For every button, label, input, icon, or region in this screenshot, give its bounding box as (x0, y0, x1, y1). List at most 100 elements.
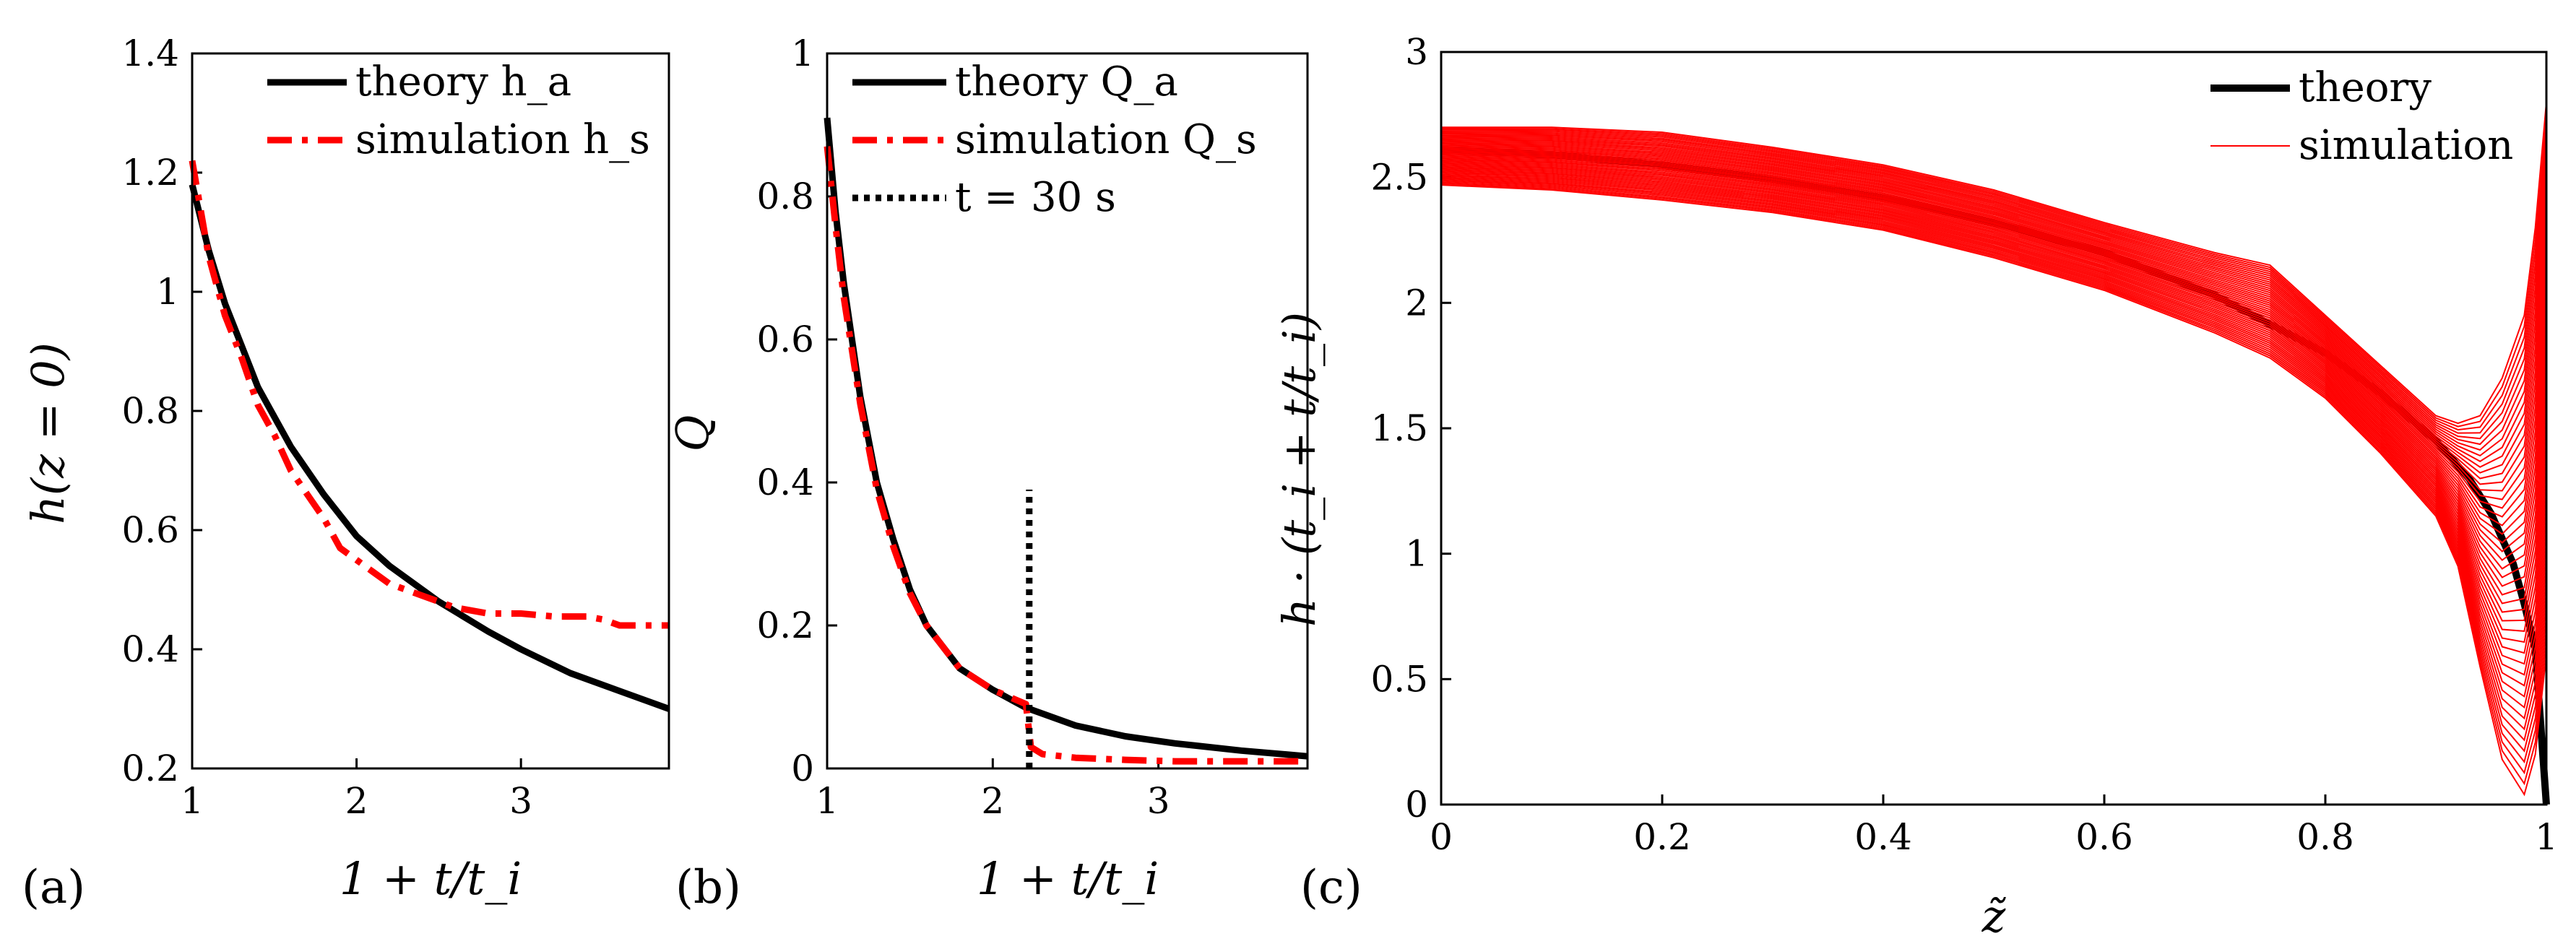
x-tick-label: 0.8 (2296, 816, 2354, 858)
y-tick-label: 0.5 (1370, 658, 1428, 700)
x-tick-label: 1 (816, 780, 839, 822)
simulation-curve (1440, 143, 2547, 492)
panel-a-label: (a) (22, 861, 85, 914)
x-tick-label: 2 (981, 780, 1004, 822)
simulation-curve (1440, 173, 2547, 709)
simulation-curve (1440, 175, 2547, 720)
simulation-curve (1440, 181, 2547, 775)
simulation-curve (1440, 127, 2547, 431)
panel-a-plot-area: 1 2 3 0.2 0.4 0.6 0.8 1 1.2 1.4 theory h_a simulati… (121, 32, 670, 822)
y-tick-label: 0.8 (756, 176, 814, 217)
legend-label: theory Q_a (955, 58, 1178, 105)
simulation-curve (1440, 159, 2547, 596)
y-tick-label: 2.5 (1370, 157, 1428, 199)
simulation-curve (1440, 134, 2547, 451)
y-tick-label: 0.8 (121, 390, 179, 432)
y-tick-label: 1.4 (121, 32, 179, 74)
simulation-curve (1440, 142, 2547, 485)
panel-c-xlabel: z̃ (1981, 890, 2007, 936)
y-tick-label: 1.2 (121, 152, 179, 194)
panel-c-plot-area: 0 0.2 0.4 0.6 0.8 1 0 0.5 1 1.5 2 2.5 3 theory simulat… (1370, 31, 2557, 858)
simulation-curve (1440, 136, 2547, 462)
panel-b-ylabel: Q (666, 415, 719, 452)
panel-c-ylabel: h · (t_i + t/t_i) (1273, 312, 1326, 627)
y-tick-label: 0.6 (121, 509, 179, 551)
x-tick-label: 1 (2535, 816, 2558, 858)
legend-label: simulation Q_s (955, 116, 1257, 163)
simulation-curve (1440, 183, 2547, 786)
panel-c-frame (1440, 51, 2548, 806)
y-tick-label: 3 (1405, 31, 1428, 73)
simulation-curve (1440, 150, 2547, 535)
simulation-curve (1440, 167, 2547, 654)
legend-label: simulation h_s (355, 116, 650, 163)
panel-b-xlabel: 1 + t/t_i (977, 852, 1159, 905)
simulation-curve (1440, 172, 2547, 698)
series-line-1 (189, 160, 669, 629)
simulation-curve (1440, 164, 2547, 632)
simulation-curve (1440, 131, 2547, 440)
panel-b-frame (826, 52, 1309, 770)
simulation-curve (1440, 144, 2547, 500)
panel-a-xlabel: 1 + t/t_i (340, 852, 522, 905)
legend-label: theory h_a (355, 58, 571, 105)
simulation-curve (1440, 151, 2547, 544)
simulation-curve (1440, 157, 2547, 578)
y-tick-label: 1 (1405, 533, 1428, 575)
panel-c: h · (t_i + t/t_i) 0 0.2 0.4 0.6 0.8 1 0 0.5 1 1.5… (1273, 31, 2558, 936)
x-tick-label: 0.2 (1633, 816, 1691, 858)
simulation-curve (1440, 139, 2547, 474)
y-tick-label: 1 (156, 271, 179, 313)
legend-label: theory (2299, 64, 2432, 111)
simulation-curve (1440, 168, 2547, 665)
simulation-curve (1440, 130, 2547, 434)
simulation-curve (1440, 160, 2547, 604)
x-tick-label: 2 (345, 780, 368, 822)
panel-b-label: (b) (675, 861, 741, 914)
simulation-curve (1440, 170, 2547, 676)
simulation-curve (1440, 138, 2547, 468)
legend-label: simulation (2299, 122, 2513, 169)
panel-a-frame (191, 52, 670, 770)
panel-c-label: (c) (1300, 861, 1362, 914)
simulation-curve (1440, 162, 2547, 613)
y-tick-label: 0 (1405, 784, 1428, 826)
simulation-curve (1440, 135, 2547, 457)
x-tick-label: 0 (1430, 816, 1453, 858)
simulation-curve (1440, 133, 2547, 446)
simulation-curve (1440, 155, 2547, 570)
simulation-curve (1440, 147, 2547, 518)
simulation-curve (1440, 180, 2547, 764)
simulation-curve (1440, 146, 2547, 509)
x-tick-label: 0.6 (2075, 816, 2133, 858)
y-tick-label: 1 (791, 32, 814, 74)
simulation-curve (1440, 176, 2547, 731)
x-tick-label: 3 (509, 780, 532, 822)
y-tick-label: 0.4 (121, 628, 179, 670)
simulation-curve (1440, 163, 2547, 622)
y-tick-label: 2 (1405, 282, 1428, 324)
simulation-curve (1440, 149, 2547, 526)
y-tick-label: 1.5 (1370, 407, 1428, 449)
simulation-curve (1440, 141, 2547, 480)
simulation-curve (1440, 184, 2547, 797)
series-line-1 (824, 146, 1308, 765)
y-tick-label: 0 (791, 748, 814, 789)
simulation-curve (1440, 170, 2547, 687)
y-tick-label: 0.2 (756, 604, 814, 646)
simulation-curve (1441, 102, 2547, 425)
y-tick-label: 0.2 (121, 748, 179, 789)
simulation-curve (1440, 114, 2547, 428)
simulation-curve (1440, 157, 2547, 587)
simulation-curve (1440, 178, 2547, 742)
x-tick-label: 1 (181, 780, 204, 822)
y-tick-label: 0.6 (756, 318, 814, 360)
simulation-curve (1440, 152, 2547, 552)
simulation-curve (1440, 178, 2547, 753)
simulation-curve (1440, 154, 2547, 561)
legend-label: t = 30 s (955, 174, 1116, 221)
panel-a-ylabel: h(z = 0) (22, 342, 74, 524)
series-line-0 (189, 183, 670, 712)
x-tick-label: 0.4 (1854, 816, 1912, 858)
